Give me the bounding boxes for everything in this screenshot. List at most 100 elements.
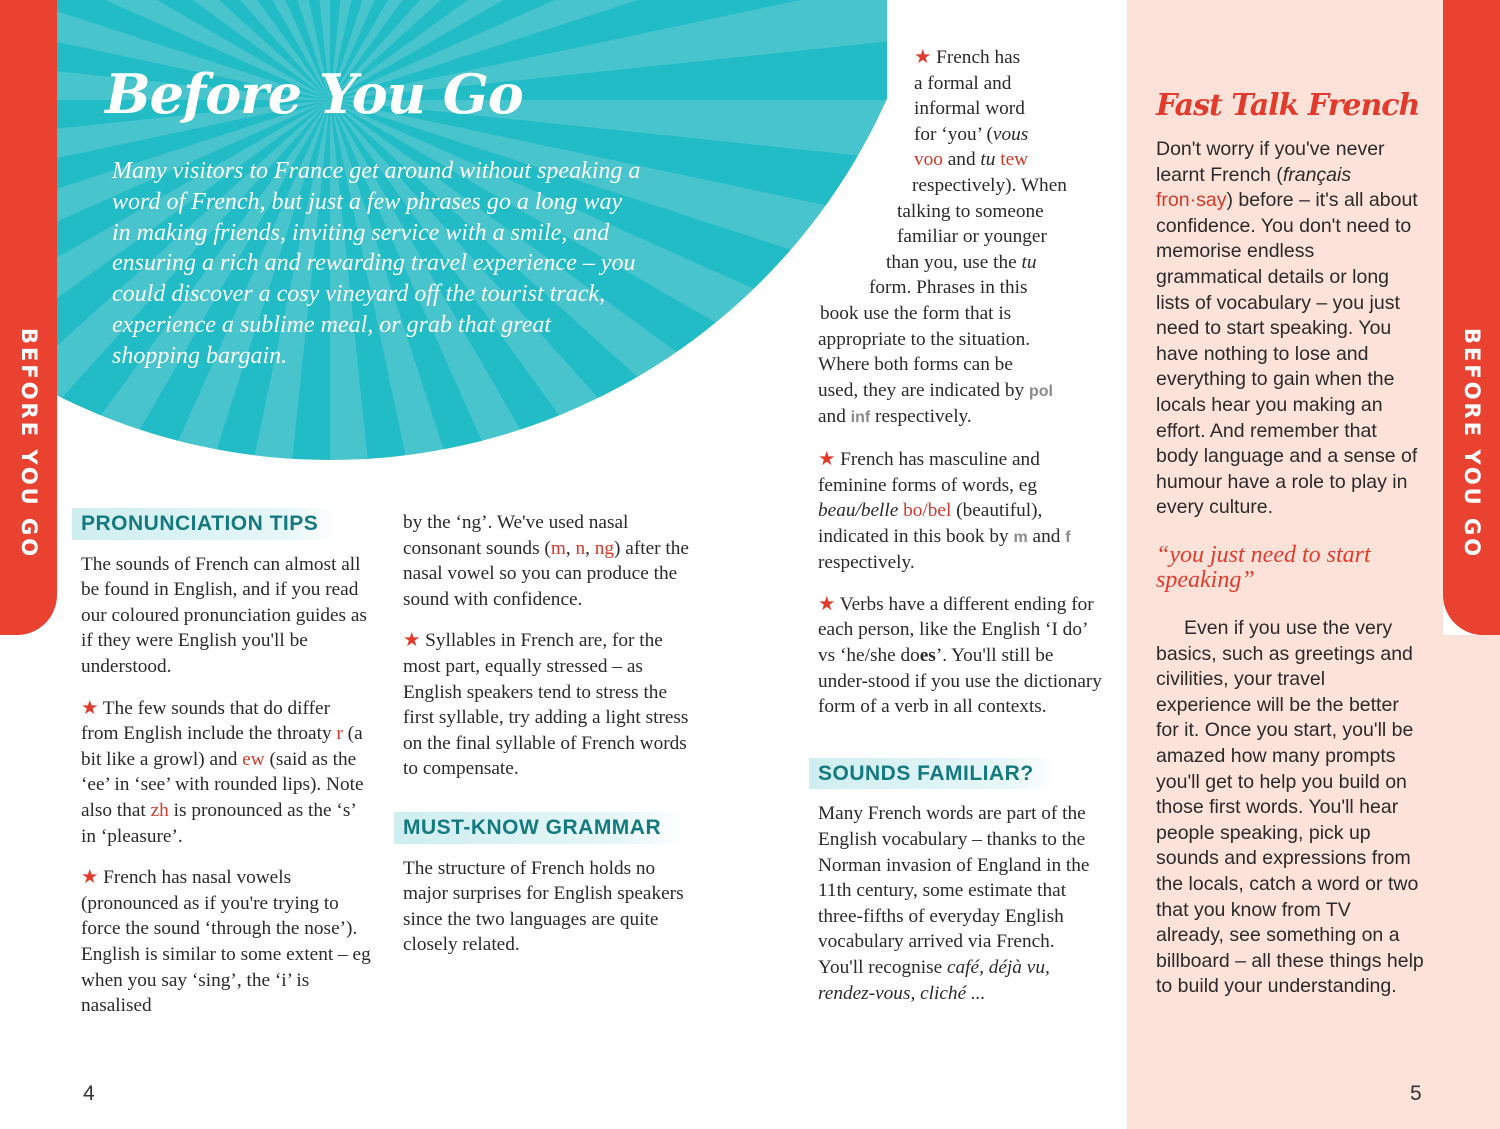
text-segment: informal word	[914, 98, 1025, 120]
text-segment: beau/belle	[818, 500, 899, 522]
text-segment: zh	[150, 799, 169, 821]
page-number-right: 5	[1410, 1082, 1422, 1105]
text-segment: pol	[1028, 382, 1053, 400]
text-segment: inf	[850, 409, 871, 427]
sidebar-title: Fast Talk French	[1156, 88, 1420, 123]
text-segment: book use the form that is	[820, 302, 1012, 324]
page-title: Before You Go	[105, 62, 524, 126]
text-segment: tu	[1021, 251, 1037, 273]
text-segment: The sounds of French can almost all be f…	[81, 553, 367, 677]
text-segment: than you, use the	[886, 251, 1022, 273]
section-tab-right: BEFORE YOU GO	[1443, 0, 1500, 635]
text-line: used, they are indicated by pol	[818, 378, 1103, 405]
paragraph: ★ Syllables in French are, for the most …	[403, 628, 693, 782]
text-segment: respectively.	[870, 406, 972, 428]
text-segment: es	[919, 645, 936, 667]
text-segment: Syllables in French are, for the most pa…	[403, 630, 689, 780]
text-segment: Even if you use the very basics, such as…	[1156, 617, 1424, 998]
paragraph: The sounds of French can almost all be f…	[81, 552, 371, 680]
section-heading: MUST-KNOW GRAMMAR	[394, 811, 682, 844]
sidebar-panel-extension	[1443, 635, 1500, 1129]
text-line: and inf respectively.	[818, 404, 1103, 431]
text-segment: vous	[992, 123, 1029, 145]
text-segment: Verbs have a different ending for each p…	[818, 593, 1094, 667]
text-segment: ng	[594, 537, 615, 559]
text-line: appropriate to the situation.	[818, 327, 1103, 353]
text-line: a formal and	[818, 71, 1103, 97]
text-segment: ,	[565, 537, 576, 559]
sidebar-paragraph: Don't worry if you've never learnt Frenc…	[1156, 137, 1424, 521]
column-2: by the ‘ng’. We've used nasal consonant …	[394, 510, 693, 974]
text-segment: a formal and	[914, 72, 1012, 94]
text-segment: appropriate to the situation.	[818, 328, 1031, 350]
text-segment: Where both forms can be	[818, 354, 1013, 376]
text-segment: respectively.	[818, 552, 915, 574]
paragraph: The structure of French holds no major s…	[403, 856, 693, 958]
text-line: voo and tu tew	[818, 147, 1103, 173]
text-segment: Don't worry if you've never learnt Frenc…	[1156, 138, 1385, 186]
star-icon: ★	[914, 47, 937, 68]
text-segment: form. Phrases in this	[869, 277, 1028, 299]
text-line: form. Phrases in this	[818, 275, 1103, 301]
text-segment: bo/bel	[903, 500, 952, 522]
star-icon: ★	[403, 630, 421, 652]
text-segment: is pronounced as the ‘s’ in ‘pleasure’.	[81, 799, 356, 847]
sidebar-panel	[1127, 0, 1443, 1129]
text-segment: café, déjà vu, rendez-vous, cliché ...	[818, 957, 1050, 1004]
text-segment: (said as the ‘ee’ in ‘see’ with rounded …	[81, 748, 364, 821]
text-segment: m	[550, 537, 566, 559]
text-segment: French has nasal vowels (pronounced as i…	[81, 867, 371, 1017]
text-line: informal word	[818, 96, 1103, 122]
paragraph: ★ The few sounds that do differ from Eng…	[81, 696, 371, 850]
page-number-left: 4	[83, 1082, 95, 1105]
text-segment: used, they are indicated by	[818, 379, 1029, 401]
paragraph: ★ Verbs have a different ending for each…	[818, 592, 1103, 720]
star-icon: ★	[81, 867, 99, 889]
text-segment: French has	[936, 47, 1021, 68]
text-segment: n	[575, 537, 586, 559]
text-line: than you, use the tu	[818, 250, 1103, 276]
text-segment: The few sounds that do differ from Engli…	[81, 697, 337, 745]
text-segment: fron·say	[1156, 189, 1227, 212]
section-tab-label: BEFORE YOU GO	[17, 328, 41, 560]
paragraph: ★ French has nasal vowels (pronounced as…	[81, 865, 371, 1019]
intro-text: Many visitors to France get around witho…	[112, 158, 641, 369]
text-segment: tu	[980, 149, 996, 171]
column-3: ★ French has a formal and informal word for…	[809, 45, 1103, 1022]
text-segment: (beautiful), indicated in this book by	[818, 500, 1043, 547]
text-line: familiar or younger	[818, 224, 1103, 250]
section-heading: SOUNDS FAMILIAR?	[809, 757, 1054, 790]
text-segment: ’. You'll still be under-stood if you us…	[818, 645, 1102, 718]
text-segment: and	[942, 149, 981, 171]
star-icon: ★	[81, 697, 99, 719]
text-segment: and	[818, 406, 851, 428]
text-segment: ,	[585, 537, 595, 559]
text-segment: talking to someone	[897, 200, 1044, 222]
text-segment: by the ‘ng’. We've used nasal consonant …	[403, 512, 629, 559]
paragraph: ★ French has masculine and feminine form…	[818, 447, 1103, 576]
column-1: PRONUNCIATION TIPS The sounds of French …	[72, 508, 371, 1035]
text-line: respectively). When	[818, 173, 1103, 199]
section-tab-left: BEFORE YOU GO	[0, 0, 57, 635]
text-segment: ) before – it's all about confidence. Yo…	[1156, 189, 1418, 519]
text-line: ★ French has	[818, 45, 1103, 71]
text-segment: respectively). When	[912, 174, 1067, 196]
text-segment: tew	[1000, 149, 1029, 171]
text-segment: ew	[242, 748, 265, 770]
text-segment: f	[1065, 528, 1071, 546]
text-segment: français	[1282, 163, 1352, 186]
section-tab-label: BEFORE YOU GO	[1460, 328, 1484, 560]
sidebar-paragraph: Even if you use the very basics, such as…	[1156, 616, 1424, 1000]
text-line: Where both forms can be	[818, 352, 1103, 378]
text-segment: Many French words are part of the Englis…	[818, 803, 1090, 978]
paragraph: by the ‘ng’. We've used nasal consonant …	[403, 510, 693, 612]
text-line: talking to someone	[818, 199, 1103, 225]
text-segment: m	[1013, 528, 1028, 546]
text-segment: The structure of French holds no major s…	[403, 857, 684, 956]
text-segment: r	[336, 723, 343, 745]
paragraph: Many French words are part of the Englis…	[818, 801, 1103, 1006]
text-line: for ‘you’ (vous	[818, 122, 1103, 148]
text-segment: (a bit like a growl) and	[81, 723, 363, 770]
text-segment: familiar or younger	[897, 226, 1047, 248]
text-segment: ) after the nasal vowel so you can produ…	[403, 537, 689, 610]
